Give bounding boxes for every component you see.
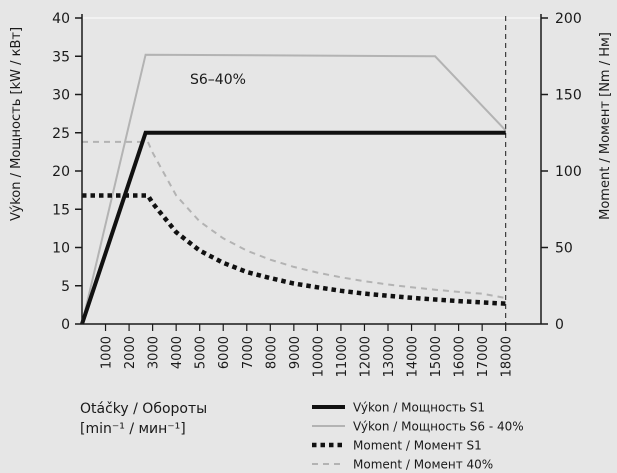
y-axis-label-right: Moment / Момент [Nm / Нм]	[598, 32, 613, 220]
x-tick-label: 11000	[335, 336, 350, 377]
y-tick-label-left: 30	[52, 88, 70, 104]
x-tick-label: 16000	[453, 336, 468, 377]
x-tick-label: 4000	[170, 336, 185, 369]
y-tick-label-right: 100	[555, 164, 582, 180]
y-tick-label-right: 50	[555, 241, 573, 257]
y-axis-label-left: Výkon / Мощность [kW / кВт]	[9, 27, 24, 221]
y-tick-label-left: 0	[61, 317, 70, 333]
series-line-3	[82, 193, 506, 306]
legend-label-1: Výkon / Мощность S1	[353, 401, 485, 415]
x-tick-label: 15000	[429, 336, 444, 377]
x-tick-label: 14000	[406, 336, 421, 377]
x-axis-label-line1: Otáčky / Обороты	[80, 401, 207, 417]
x-tick-label: 3000	[147, 336, 162, 369]
y-tick-label-left: 10	[52, 241, 70, 257]
grid	[81, 17, 542, 325]
series-line-4	[82, 140, 506, 299]
y-tick-label-left: 15	[52, 202, 70, 218]
y-tick-label-left: 20	[52, 164, 70, 180]
series-line-1	[80, 130, 506, 325]
x-tick-label: 2000	[123, 336, 138, 369]
x-tick-label: 9000	[288, 336, 303, 369]
axes: 0 5 10 15 20 25 30 35 40 0 50 100 150 200 1000 2000 3000…	[52, 11, 582, 377]
x-tick-label: 5000	[194, 336, 209, 369]
legend-label-3: Moment / Момент S1	[353, 439, 482, 453]
legend-label-2: Výkon / Мощность S6 - 40%	[353, 420, 524, 434]
x-tick-label: 17000	[476, 336, 491, 377]
x-tick-label: 1000	[100, 336, 115, 369]
plot-frame	[81, 17, 542, 325]
x-tick-label: 7000	[241, 336, 256, 369]
y-tick-label-right: 0	[555, 317, 564, 333]
y-tick-label-left: 25	[52, 126, 70, 142]
legend: Výkon / Мощность S1 Výkon / Мощность S6 -…	[312, 401, 524, 472]
x-tick-label: 8000	[264, 336, 279, 369]
y-tick-label-left: 40	[52, 11, 70, 27]
legend-label-4: Moment / Момент 40%	[353, 458, 493, 472]
x-tick-label: 13000	[382, 336, 397, 377]
x-tick-label: 12000	[358, 336, 373, 377]
y-tick-label-right: 200	[555, 11, 582, 27]
x-axis-label-line2: [min⁻¹ / мин⁻¹]	[80, 421, 186, 437]
annotation-s6: S6–40%	[190, 72, 246, 88]
series-line-2	[81, 53, 507, 325]
y-tick-label-left: 5	[61, 279, 70, 295]
x-tick-label: 18000	[500, 336, 515, 377]
y-tick-label-right: 150	[555, 88, 582, 104]
series-layer	[80, 16, 507, 325]
y-tick-label-left: 35	[52, 49, 70, 65]
x-tick-label: 6000	[217, 336, 232, 369]
x-tick-label: 10000	[311, 336, 326, 377]
